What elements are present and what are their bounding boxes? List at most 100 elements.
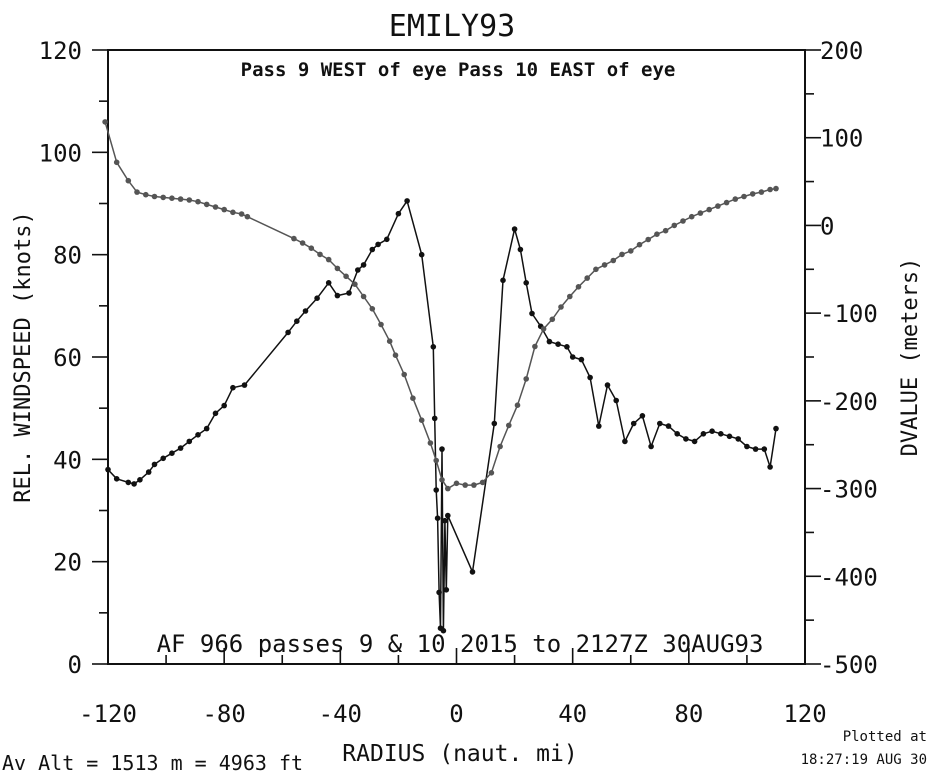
y-right-tick-label: -300 — [820, 476, 878, 504]
data-point — [715, 203, 721, 209]
data-point — [410, 395, 416, 402]
data-point — [169, 195, 175, 201]
data-point — [546, 338, 553, 345]
data-point — [375, 241, 381, 248]
data-point — [488, 470, 495, 476]
data-point — [169, 450, 175, 457]
data-point — [773, 425, 779, 432]
data-point — [529, 310, 535, 317]
data-point — [453, 480, 460, 487]
data-point — [314, 295, 320, 302]
data-point — [317, 251, 323, 258]
data-point — [674, 431, 680, 437]
data-point — [346, 290, 352, 296]
data-point — [443, 587, 450, 593]
data-point — [735, 436, 741, 442]
data-point — [439, 446, 445, 452]
data-point — [105, 466, 111, 473]
data-point — [404, 198, 410, 204]
data-point — [386, 338, 393, 345]
data-point — [113, 159, 120, 166]
data-point — [308, 245, 315, 251]
data-point — [657, 420, 663, 427]
data-point — [683, 436, 689, 442]
data-point — [355, 267, 361, 273]
y-axis-label-left: REL. WINDSPEED (knots) — [11, 211, 36, 502]
data-point — [360, 293, 367, 300]
data-point — [143, 191, 149, 198]
data-point — [697, 210, 704, 216]
data-point — [665, 423, 672, 429]
data-point — [238, 211, 245, 217]
flight-info: AF 966 passes 9 & 10 2015 to 2127Z 30AUG… — [157, 630, 764, 658]
data-point — [610, 257, 617, 264]
y-tick-label: 40 — [53, 446, 82, 474]
data-point — [517, 246, 524, 253]
data-point — [584, 275, 590, 281]
y-tick-label: 80 — [53, 242, 82, 270]
data-point — [439, 477, 445, 483]
data-point — [558, 304, 564, 310]
data-point — [433, 487, 440, 493]
data-point — [434, 515, 441, 521]
data-point — [134, 189, 140, 195]
y-tick-label: 120 — [39, 37, 82, 65]
data-point — [102, 119, 108, 125]
data-point — [688, 213, 695, 220]
data-point — [648, 443, 654, 450]
series-layer — [102, 119, 779, 634]
data-point — [767, 186, 773, 193]
y-right-tick-label: 0 — [820, 212, 834, 240]
data-point — [514, 402, 521, 409]
data-point — [511, 226, 518, 232]
data-point — [195, 198, 201, 205]
data-point — [195, 432, 201, 438]
data-point — [125, 479, 132, 486]
series-line — [107, 200, 777, 632]
x-tick-label: 0 — [449, 700, 463, 728]
y-tick-label: 100 — [39, 139, 82, 167]
y-axis-right: -500 -400 -300 -200 -100 0 100 200 — [805, 37, 878, 679]
data-point — [325, 280, 332, 286]
data-point — [325, 256, 332, 263]
data-point — [469, 569, 476, 575]
data-point — [636, 241, 643, 248]
data-point — [113, 476, 120, 482]
data-point — [662, 227, 669, 234]
data-point — [151, 461, 158, 468]
data-point — [752, 446, 759, 452]
data-point — [500, 277, 506, 284]
data-point — [564, 344, 570, 350]
data-point — [160, 455, 166, 462]
y-axis-left: 0 20 40 60 80 100 120 — [39, 37, 108, 679]
data-point — [285, 329, 291, 336]
plotted-label: Plotted at — [843, 729, 927, 745]
data-point — [596, 423, 602, 429]
plot-frame — [107, 49, 806, 665]
data-point — [230, 384, 236, 391]
data-point — [436, 589, 442, 596]
data-point — [491, 420, 498, 427]
series-1 — [105, 198, 779, 634]
data-point — [212, 410, 219, 417]
data-point — [718, 431, 724, 437]
data-point — [622, 438, 628, 445]
data-point — [334, 265, 341, 272]
data-point — [395, 210, 402, 217]
data-point — [613, 397, 619, 404]
series-2 — [102, 119, 779, 492]
data-point — [203, 201, 210, 208]
data-point — [230, 209, 236, 216]
chart-subtitle: Pass 9 WEST of eye Pass 10 EAST of eye — [241, 59, 676, 81]
data-point — [639, 413, 646, 419]
data-point — [567, 293, 573, 300]
data-point — [186, 438, 193, 445]
data-point — [151, 193, 158, 200]
data-point — [291, 235, 297, 242]
x-tick-label: 80 — [674, 700, 703, 728]
data-point — [587, 374, 593, 381]
data-point — [630, 420, 637, 427]
data-point — [767, 464, 773, 470]
data-point — [497, 443, 503, 450]
